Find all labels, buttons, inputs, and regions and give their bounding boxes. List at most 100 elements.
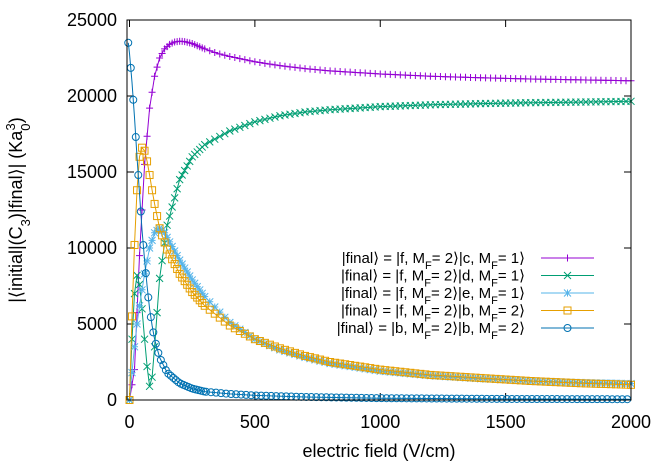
circle-marker [242,390,251,399]
star-marker [426,371,435,380]
y-tick-label: 10000 [67,238,117,258]
square-marker [193,293,202,302]
square-marker [188,288,197,297]
star-marker [421,371,430,380]
square-marker [476,373,485,382]
legend-label-part: = 2⟩|c, M [432,250,491,267]
legend: |final⟩ = |f, MF= 2⟩|c, MF= 1⟩|final⟩ = … [337,250,594,342]
star-marker [471,374,480,383]
square-marker [361,363,370,372]
square-marker [296,350,305,359]
circle-marker [447,394,456,403]
legend-label-part: |final⟩ = |f, M [341,285,424,302]
plus-marker [151,72,159,80]
star-marker [436,372,445,381]
legend-label-part: = 1⟩ [498,285,525,302]
star-marker [351,363,360,372]
series-markers [126,37,635,404]
cross-marker [240,121,249,130]
circle-marker [222,389,231,398]
plus-marker [281,62,289,70]
legend-label-part: = 2⟩|d, M [431,268,491,285]
legend-label-part: F [425,260,432,272]
circle-marker [362,393,371,402]
cross-marker [200,140,209,149]
legend-label-part: |final⟩ = |f, M [341,268,424,285]
circle-marker [482,394,491,403]
circle-marker [402,394,411,403]
circle-marker [517,394,526,403]
square-marker [240,329,249,338]
square-marker [168,255,177,264]
plot-frame [126,19,632,401]
square-marker [316,355,325,364]
circle-marker [141,269,150,278]
circle-marker [312,393,321,402]
series-line [127,42,632,400]
cross-marker [261,115,269,124]
cross-marker [230,125,239,133]
plus-marker [158,49,166,57]
circle-marker [527,394,536,403]
star-marker [185,272,194,280]
circle-marker [397,394,406,403]
star-marker [602,379,610,387]
y-axis-label-part: 3 [18,219,33,226]
square-marker [291,348,299,357]
circle-marker [372,394,381,403]
star-marker [341,361,350,370]
cross-marker [170,193,179,202]
star-marker [491,375,500,384]
star-marker [296,352,304,360]
circle-marker [332,393,341,402]
series-markers [124,38,632,404]
star-marker [336,361,344,369]
star-marker [592,378,600,387]
legend-label-part: F [424,330,431,342]
square-marker [586,379,595,388]
cross-marker [210,135,219,144]
legend-label-part: |final⟩ = |f, M [342,250,425,267]
star-marker [311,356,319,364]
square-marker [556,378,565,387]
star-marker [130,342,139,351]
cross-marker [165,212,174,220]
square-marker [143,157,152,166]
square-marker [416,369,425,378]
plus-marker [226,52,234,60]
square-marker [401,368,410,377]
circle-marker [613,395,622,404]
star-marker [291,350,299,359]
star-marker [326,359,334,368]
circle-marker [327,393,336,402]
circle-marker [422,394,431,403]
circle-marker [553,395,562,404]
cross-marker [183,162,192,170]
star-marker [138,285,146,294]
circle-marker [487,394,496,403]
circle-marker [568,395,577,404]
circle-marker [593,395,602,404]
x-tick-label: 1000 [360,412,400,432]
square-marker [536,377,545,386]
square-marker [150,199,159,208]
circle-marker [171,376,180,385]
star-marker [376,367,385,375]
star-marker [391,368,400,377]
star-marker [582,378,590,387]
legend-label: |final⟩ = |f, MF= 2⟩|d, MF= 1⟩ [341,268,525,290]
square-marker [561,378,570,387]
plus-marker [206,47,214,55]
y-tick-label: 25000 [67,10,117,30]
legend-label-part: = 2⟩|b, M [431,320,491,337]
legend-label-part: = 1⟩ [498,268,525,285]
square-marker [225,321,234,330]
circle-marker [492,394,501,403]
circle-marker [497,394,506,403]
circle-marker [151,339,160,348]
square-marker [170,260,179,269]
cross-marker [130,289,139,298]
star-marker [401,369,410,378]
star-marker [366,365,375,374]
circle-marker [322,393,331,402]
